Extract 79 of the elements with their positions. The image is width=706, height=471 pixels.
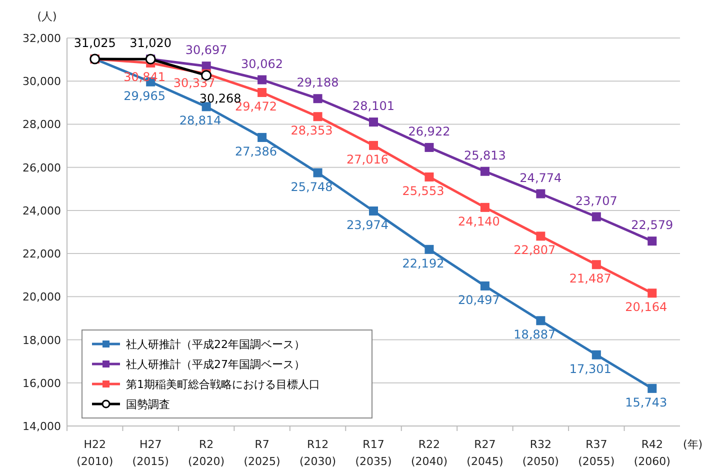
data-label: 29,965 [124, 88, 166, 103]
point [536, 189, 546, 198]
data-label: 31,025 [74, 36, 116, 50]
point [258, 132, 267, 142]
data-label: 22,192 [402, 256, 444, 270]
point [480, 281, 490, 290]
data-label: 23,707 [575, 194, 618, 208]
x-tick-label: R12 (2030) [299, 438, 336, 468]
point [424, 244, 434, 254]
data-label: 27,386 [235, 144, 278, 158]
point [258, 88, 267, 97]
data-label: 25,748 [290, 180, 333, 194]
point [648, 236, 657, 246]
point [424, 172, 434, 182]
x-tick-label: R2 (2020) [188, 438, 225, 468]
x-tick-label: R32 (2050) [522, 438, 559, 468]
data-label: 28,814 [179, 114, 222, 128]
point [313, 168, 322, 178]
y-axis-title: (人) [37, 10, 57, 23]
point [424, 142, 434, 152]
point [369, 118, 378, 127]
point [313, 112, 322, 122]
legend-label: 国勢調査 [126, 398, 170, 411]
data-label: 30,697 [185, 43, 228, 58]
point [480, 166, 490, 176]
y-tick-label: 24,000 [22, 204, 61, 218]
data-label: 24,140 [458, 214, 500, 228]
x-tick-label: R17 (2035) [355, 438, 392, 468]
data-label: 24,774 [520, 170, 562, 185]
point [369, 206, 378, 216]
point [592, 350, 601, 360]
data-label: 25,553 [402, 184, 444, 198]
legend-label: 社人研推計（平成27年国調ベース） [126, 358, 305, 371]
data-label: 28,353 [290, 124, 333, 138]
data-label: 23,974 [346, 218, 388, 232]
x-tick-label: H22 (2010) [76, 438, 114, 468]
x-tick-label: R7 (2025) [244, 438, 280, 468]
y-tick-label: 22,000 [22, 248, 61, 261]
data-label: 30,062 [241, 56, 284, 71]
x-tick-label: R27 (2045) [466, 438, 504, 468]
legend-label: 社人研推計（平成22年国調ベース） [126, 338, 305, 351]
point [592, 212, 601, 222]
point [648, 288, 657, 298]
data-label: 26,922 [408, 124, 450, 138]
y-tick-label: 28,000 [22, 118, 61, 132]
data-label: 27,016 [346, 152, 388, 166]
data-label: 17,301 [569, 362, 612, 376]
y-tick-label: 32,000 [22, 32, 61, 45]
x-axis-title: (年) [683, 438, 703, 451]
point [313, 94, 322, 104]
y-tick-label: 26,000 [22, 161, 61, 174]
point [536, 232, 546, 241]
data-label: 28,101 [352, 99, 394, 114]
y-tick-label: 20,000 [22, 290, 61, 304]
data-label: 15,743 [625, 395, 668, 410]
data-label: 29,188 [296, 76, 339, 90]
x-tick-label: R42 (2060) [634, 438, 670, 468]
y-tick-label: 16,000 [22, 376, 61, 390]
x-tick-label: R37 (2055) [578, 438, 615, 468]
y-tick-label: 14,000 [22, 420, 61, 433]
legend-label: 第1期稲美町総合戦略における目標人口 [126, 378, 320, 391]
data-label: 20,497 [458, 292, 500, 307]
data-label: 22,579 [631, 218, 674, 232]
data-label: 21,487 [569, 272, 612, 286]
data-label: 20,164 [625, 300, 668, 314]
data-label: 25,813 [464, 148, 506, 162]
data-label: 31,020 [130, 36, 172, 50]
point [536, 316, 546, 326]
point [369, 140, 378, 150]
y-tick-label: 18,000 [22, 334, 61, 347]
data-label: 18,887 [514, 328, 556, 342]
x-tick-label: H27 (2015) [132, 438, 169, 468]
data-label: 22,807 [514, 243, 556, 258]
x-tick-label: R22 (2040) [410, 438, 448, 468]
y-tick-label: 30,000 [22, 75, 61, 88]
point [592, 260, 601, 270]
point [648, 384, 657, 393]
point [258, 75, 267, 84]
point [480, 202, 490, 212]
